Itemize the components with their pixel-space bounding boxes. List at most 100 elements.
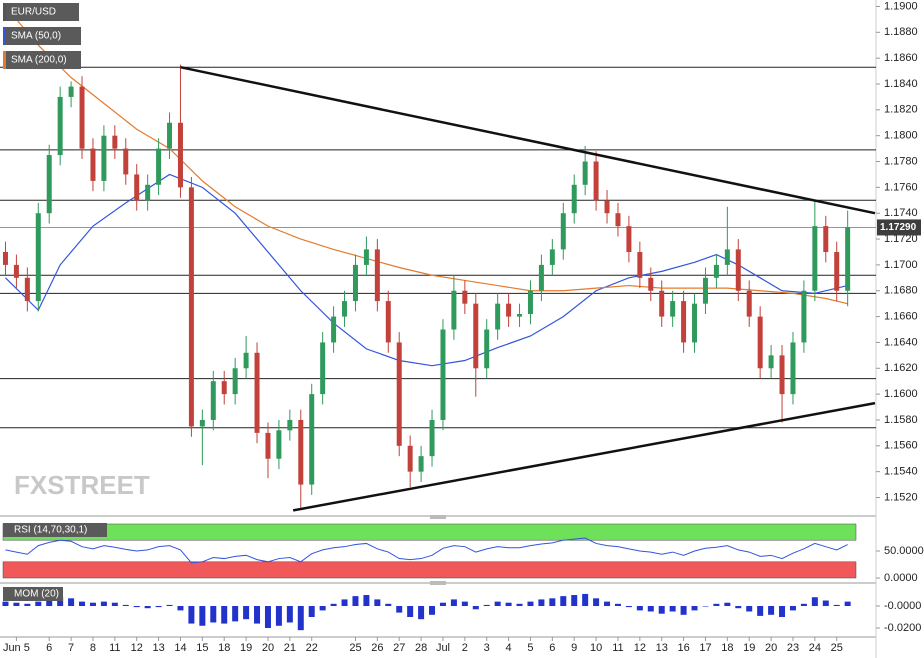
candle-body	[287, 419, 293, 431]
mom-bar	[13, 602, 20, 607]
candle-body	[440, 329, 446, 420]
mom-bar	[450, 599, 457, 607]
legend-swatch	[3, 3, 6, 21]
candle-body	[199, 419, 205, 427]
y-tick-label: -0.0000	[884, 600, 921, 612]
candle-body	[724, 249, 730, 265]
legend-swatch	[3, 51, 6, 69]
candle-body	[659, 290, 665, 317]
candle-body	[604, 200, 610, 214]
candle-body	[812, 226, 818, 291]
mom-bar	[560, 596, 567, 607]
legend-button[interactable]	[3, 51, 81, 69]
candle-body	[746, 290, 752, 317]
y-tick-label: 50.0000	[884, 545, 924, 557]
mom-bar	[254, 606, 261, 624]
candle-body	[79, 86, 85, 149]
indicator-label-box[interactable]	[3, 587, 63, 601]
mom-bar	[822, 600, 829, 607]
candle-body	[112, 135, 118, 149]
last-price-box	[877, 219, 921, 236]
candle-body	[429, 419, 435, 457]
candle-body	[571, 184, 577, 214]
candle-body	[834, 251, 840, 291]
x-tick-label: 8	[90, 642, 96, 654]
candle-body	[342, 301, 348, 317]
mom-bar	[789, 606, 796, 611]
mom-bar	[702, 606, 709, 607]
mom-bar	[286, 606, 293, 623]
mom-bar	[527, 601, 534, 607]
y-tick-label: 1.1780	[884, 155, 918, 167]
candle-body	[57, 96, 63, 156]
candle-body	[538, 264, 544, 291]
candle-body	[145, 184, 151, 201]
mom-bar	[472, 606, 479, 610]
x-tick-label: 16	[677, 642, 689, 654]
panel-grip[interactable]	[430, 515, 446, 519]
mom-bar	[89, 602, 96, 607]
candle-body	[473, 303, 479, 369]
candle-body	[243, 352, 249, 369]
candle-body	[385, 301, 391, 343]
x-tick-label: 12	[131, 642, 143, 654]
candle-body	[24, 277, 30, 302]
candle-body	[167, 122, 173, 149]
candle-body	[560, 213, 566, 250]
x-tick-label: 19	[743, 642, 755, 654]
mom-bar	[2, 601, 9, 607]
y-tick-label: 1.1840	[884, 78, 918, 90]
mom-bar	[374, 599, 381, 607]
x-tick-label: Jun 5	[3, 642, 30, 654]
x-tick-label: 15	[196, 642, 208, 654]
y-tick-label: 1.1760	[884, 181, 918, 193]
mom-bar	[811, 597, 818, 607]
mom-bar	[724, 602, 731, 607]
mom-bar	[155, 606, 162, 608]
candle-body	[517, 314, 523, 317]
mom-bar	[133, 606, 140, 608]
mom-bar	[429, 606, 436, 615]
x-tick-label: 7	[68, 642, 74, 654]
candle-body	[331, 316, 337, 343]
legend-button[interactable]	[3, 27, 81, 45]
candle-body	[276, 430, 282, 459]
mom-bar	[483, 604, 490, 607]
candle-body	[396, 342, 402, 446]
candle-body	[484, 329, 490, 369]
mom-bar	[614, 603, 621, 607]
indicator-label: RSI (14,70,30,1)	[14, 525, 87, 536]
y-tick-label: -0.0200	[884, 622, 921, 634]
mom-bar	[494, 601, 501, 607]
x-tick-label: 25	[831, 642, 843, 654]
candle-body	[232, 368, 238, 395]
mom-bar	[549, 598, 556, 607]
rsi-line	[5, 537, 848, 564]
legend-label: EUR/USD	[11, 7, 56, 18]
mom-bar	[35, 601, 42, 607]
x-tick-label: 20	[765, 642, 777, 654]
candle-body	[735, 249, 741, 291]
candle-body	[407, 445, 413, 472]
x-tick-label: 11	[109, 642, 120, 654]
mom-bar	[111, 602, 118, 607]
candle-body	[221, 381, 227, 395]
candle-body	[46, 155, 52, 214]
mom-bar	[352, 596, 359, 607]
x-tick-label: 20	[262, 642, 274, 654]
legend-label: SMA (200,0)	[11, 55, 67, 66]
candle-body	[768, 355, 774, 369]
indicator-label-box[interactable]	[3, 523, 107, 537]
mom-bar	[768, 606, 775, 615]
candle-body	[374, 249, 380, 302]
candle-body	[320, 342, 326, 395]
candle-body	[527, 290, 533, 315]
legend-button[interactable]	[3, 3, 79, 21]
candle-body	[134, 174, 140, 201]
x-tick-label: 10	[590, 642, 602, 654]
mom-bar	[505, 602, 512, 607]
indicator-band	[2, 561, 857, 579]
mom-bar	[647, 606, 654, 612]
panel-grip[interactable]	[430, 581, 446, 585]
